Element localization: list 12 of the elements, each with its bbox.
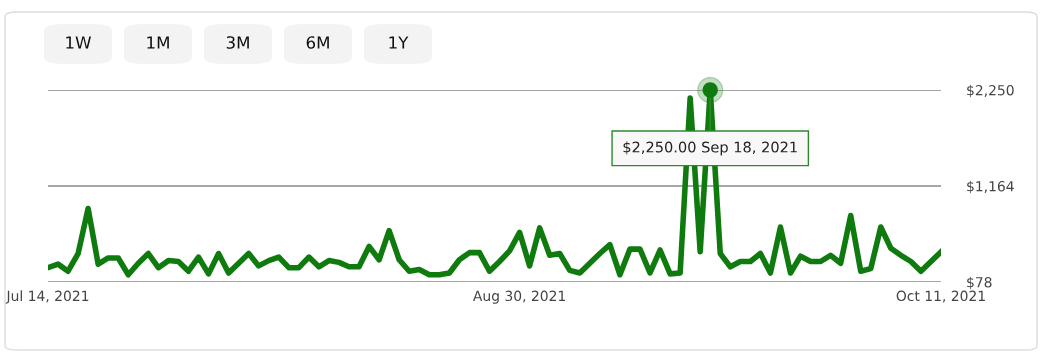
- y-tick-label: $1,164: [967, 180, 1014, 194]
- text: 1W: [66, 36, 91, 49]
- annotation: $2,250.00 Sep 18, 2021: [623, 141, 797, 156]
- text: 6M: [306, 36, 329, 49]
- x-tick-label: Aug 30, 2021: [473, 290, 565, 304]
- text: 1Y: [389, 36, 409, 49]
- text: 3M: [226, 36, 249, 49]
- y-tick-label: $78: [967, 276, 992, 290]
- y-tick-label: $2,250: [967, 84, 1014, 98]
- x-tick-label: Jul 14, 2021: [5, 290, 89, 304]
- x-tick-label: Oct 11, 2021: [896, 290, 985, 303]
- text: 1M: [147, 36, 169, 49]
